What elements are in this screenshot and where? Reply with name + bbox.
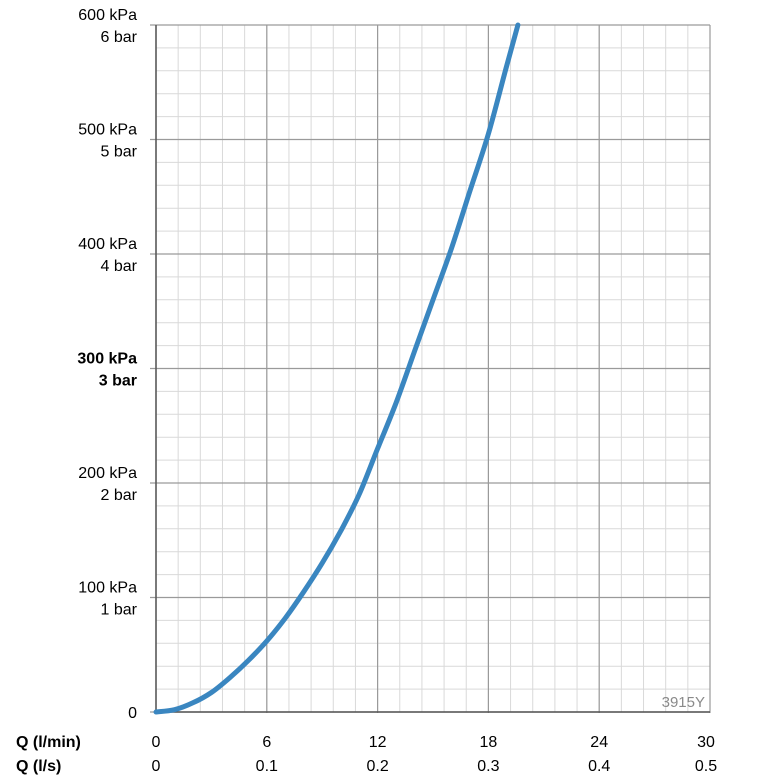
series-layer bbox=[153, 22, 521, 715]
series-line-0 bbox=[153, 22, 521, 715]
y-tick-label-kpa: 600 kPa bbox=[78, 7, 137, 24]
y-tick-label-bar: 4 bar bbox=[101, 258, 138, 275]
y-axis-labels: 0 100 kPa 1 bar 200 kPa 2 bar 300 kPa 3 bar 400… bbox=[77, 7, 137, 722]
y-tick-label-kpa: 300 kPa bbox=[77, 351, 137, 368]
x-tick-label-ls: 0 bbox=[152, 758, 161, 775]
x-tick-label-lmin: 12 bbox=[369, 734, 387, 751]
y-tick-label-kpa: 200 kPa bbox=[78, 465, 137, 482]
x-axis-labels: 0 0 6 0.1 12 0.2 18 0.3 24 0.4 30 0.5 Q (l/min) Q (l/… bbox=[16, 734, 717, 775]
y-tick-label-kpa: 500 kPa bbox=[78, 122, 137, 139]
x-tick-label-lmin: 24 bbox=[590, 734, 608, 751]
y-tick-label-bar: 5 bar bbox=[101, 144, 138, 161]
y-tick-label-bar: 1 bar bbox=[101, 602, 138, 619]
y-tick-label-bar: 3 bar bbox=[99, 373, 137, 390]
x-tick-label-ls: 0.2 bbox=[366, 758, 388, 775]
y-tick-label-bar: 2 bar bbox=[101, 487, 138, 504]
x-tick-label-lmin: 0 bbox=[152, 734, 161, 751]
x-tick-label-ls: 0.3 bbox=[477, 758, 499, 775]
x-tick-label-lmin: 6 bbox=[262, 734, 271, 751]
y-tick-label-kpa: 100 kPa bbox=[78, 580, 137, 597]
y-tick-label-bar: 6 bar bbox=[101, 29, 138, 46]
x-tick-label-ls: 0.4 bbox=[588, 758, 610, 775]
major-grid bbox=[150, 24, 711, 713]
x-tick-label-lmin: 30 bbox=[697, 734, 715, 751]
y-tick-label: 0 bbox=[128, 705, 137, 722]
x-axis-title-ls: Q (l/s) bbox=[16, 758, 61, 775]
x-axis-title-lmin: Q (l/min) bbox=[16, 734, 81, 751]
x-tick-label-ls: 0.1 bbox=[256, 758, 278, 775]
y-tick-label-kpa: 400 kPa bbox=[78, 236, 137, 253]
x-tick-label-ls: 0.5 bbox=[695, 758, 717, 775]
watermark: 3915Y bbox=[662, 694, 705, 711]
x-tick-label-lmin: 18 bbox=[480, 734, 498, 751]
